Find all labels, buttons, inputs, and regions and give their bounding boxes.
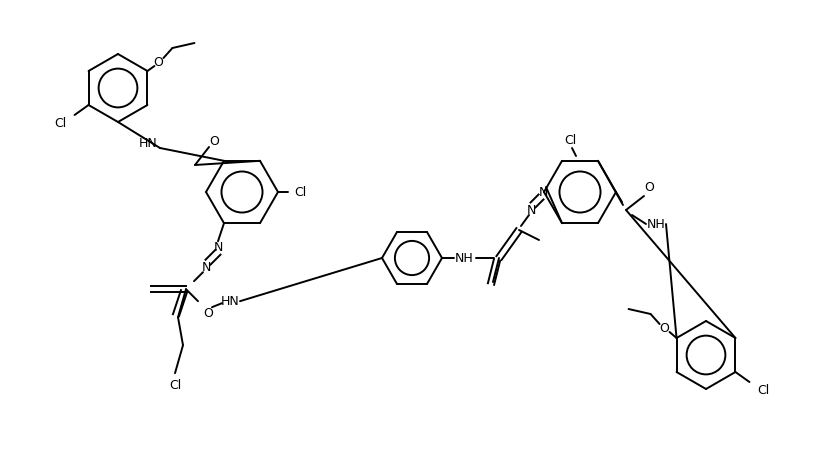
Text: O: O [153,55,163,69]
Text: NH: NH [455,252,473,265]
Text: O: O [660,321,669,335]
Text: O: O [209,135,219,148]
Text: Cl: Cl [294,185,307,199]
Text: Cl: Cl [564,134,576,147]
Text: N: N [538,185,548,199]
Text: N: N [527,203,536,217]
Text: HN: HN [221,295,240,307]
Text: N: N [201,260,211,274]
Text: O: O [644,181,654,194]
Text: HN: HN [138,136,157,149]
Text: NH: NH [647,218,665,230]
Text: N: N [213,241,222,254]
Text: Cl: Cl [169,378,181,392]
Text: Cl: Cl [757,384,770,396]
Text: Cl: Cl [54,117,67,130]
Text: O: O [203,307,213,319]
